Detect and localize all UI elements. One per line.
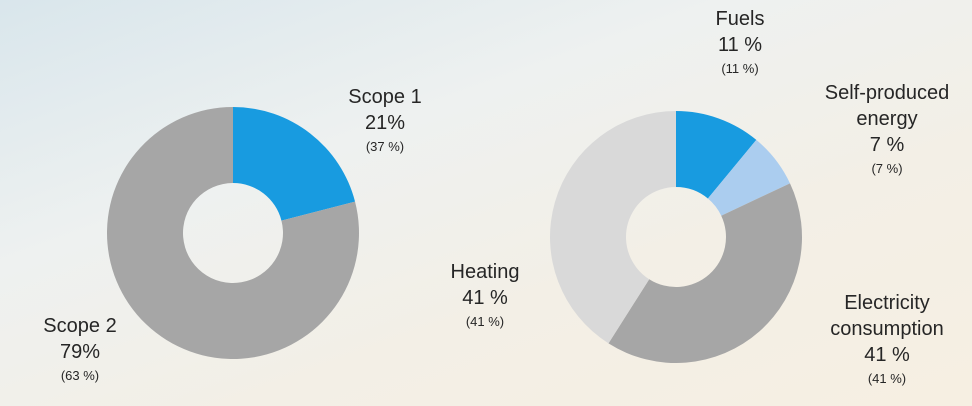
category-name: Heating [425, 259, 545, 285]
value-label: 41 % [812, 342, 962, 368]
value-label: 79% [10, 339, 150, 365]
value-label: 41 % [425, 285, 545, 311]
comparison-label: (41 %) [425, 311, 545, 333]
comparison-label: (7 %) [812, 158, 962, 180]
value-label: 11 % [680, 32, 800, 58]
category-name: Scope 1 [315, 84, 455, 110]
comparison-label: (37 %) [315, 136, 455, 158]
category-name: Self-produced energy [812, 80, 962, 132]
page: (() => { const data = JSON.parse(documen… [0, 0, 972, 406]
comparison-label: (63 %) [10, 365, 150, 387]
category-name: Scope 2 [10, 313, 150, 339]
comparison-label: (11 %) [680, 58, 800, 80]
comparison-label: (41 %) [812, 368, 962, 390]
value-label: 7 % [812, 132, 962, 158]
value-label: 21% [315, 110, 455, 136]
category-name: Electricity consumption [812, 290, 962, 342]
category-name: Fuels [680, 6, 800, 32]
